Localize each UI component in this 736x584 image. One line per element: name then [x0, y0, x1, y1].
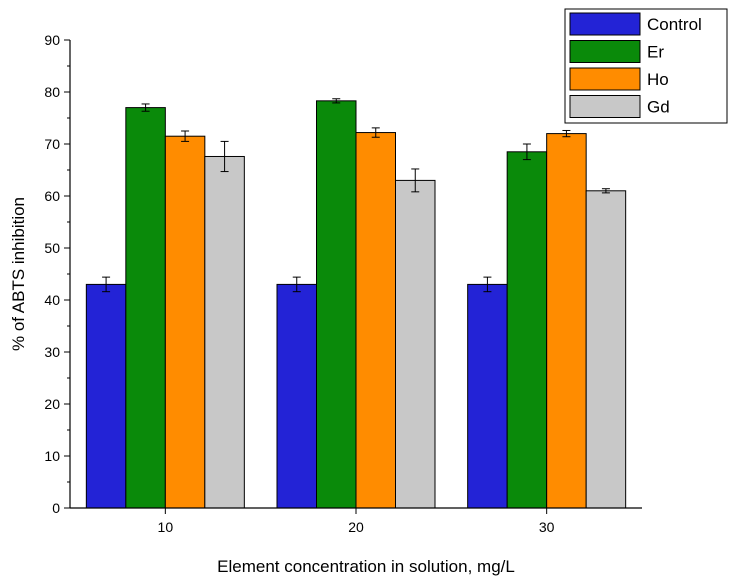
x-axis-title: Element concentration in solution, mg/L [217, 557, 515, 576]
y-tick-label: 50 [44, 240, 60, 256]
legend-swatch-gd [569, 95, 641, 118]
y-tick-label: 80 [44, 84, 60, 100]
bar-ho-10 [164, 135, 206, 509]
bar-er-30 [506, 151, 548, 509]
bar-er-10 [125, 107, 166, 509]
y-tick-label: 40 [44, 292, 60, 308]
bar-control-20 [276, 283, 317, 509]
legend-label-er: Er [647, 43, 664, 62]
bar-control-30 [467, 283, 508, 509]
legend-swatch-er [569, 40, 641, 63]
x-tick-label: 10 [158, 519, 174, 535]
y-tick-label: 90 [44, 32, 60, 48]
axes-layer: 10 20 30 0 10 20 30 40 50 60 70 80 90 [44, 32, 642, 535]
legend: Control Er Ho Gd [564, 8, 728, 124]
legend-label-control: Control [647, 15, 702, 34]
y-axis-title: % of ABTS inhibition [9, 197, 28, 351]
y-tick-label: 70 [44, 136, 60, 152]
bar-control-10 [85, 283, 127, 509]
bar-ho-30 [546, 133, 587, 509]
y-tick-label: 60 [44, 188, 60, 204]
y-tick-label: 20 [44, 396, 60, 412]
legend-label-ho: Ho [647, 70, 669, 89]
bar-gd-20 [395, 179, 436, 509]
legend-label-gd: Gd [647, 98, 670, 117]
legend-swatch-control [569, 12, 641, 36]
bar-gd-30 [585, 190, 627, 509]
bar-gd-10 [204, 155, 245, 509]
bar-er-20 [316, 100, 357, 509]
x-tick-label: 30 [539, 519, 555, 535]
bars-layer [85, 100, 627, 509]
bar-ho-20 [355, 132, 396, 509]
y-tick-label: 10 [44, 448, 60, 464]
y-tick-label: 30 [44, 344, 60, 360]
y-tick-label: 0 [52, 500, 60, 516]
error-bars-layer [102, 98, 610, 293]
legend-swatch-ho [569, 67, 641, 91]
x-tick-label: 20 [348, 519, 364, 535]
